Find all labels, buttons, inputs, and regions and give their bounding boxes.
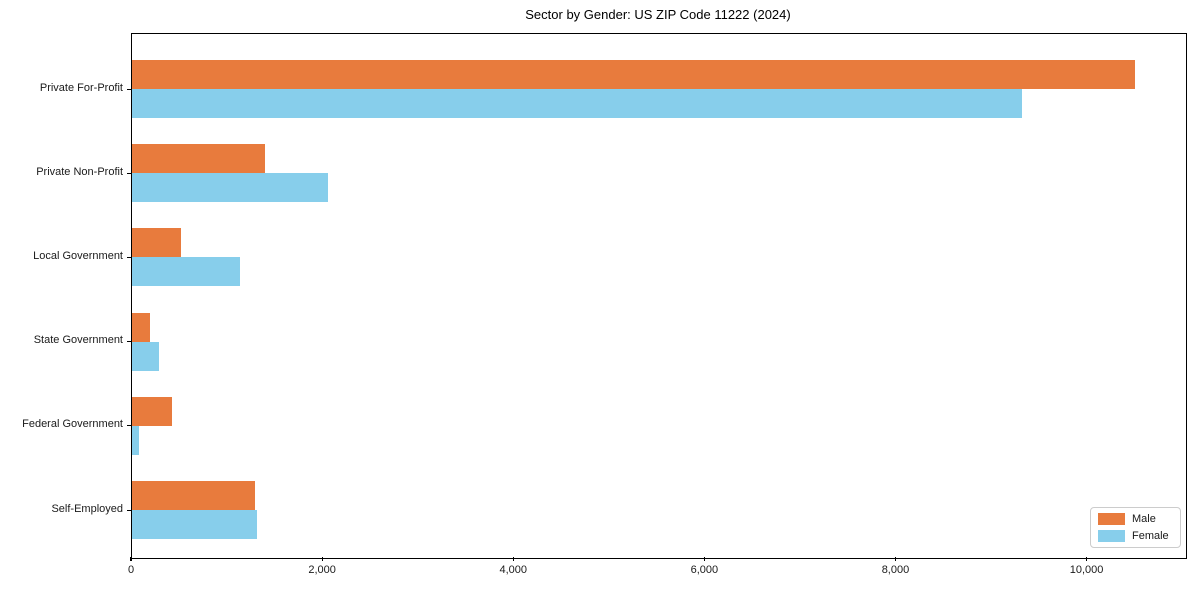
x-axis-tick: [1085, 557, 1088, 561]
bar-male-6: [132, 481, 256, 510]
x-tick-label: 2,000: [308, 564, 336, 576]
x-tick-label: 6,000: [690, 564, 719, 576]
y-tick-label: Local Government: [33, 249, 123, 262]
x-axis-tick: [130, 557, 132, 561]
bar-female-5: [132, 425, 140, 455]
bar-female-3: [132, 257, 240, 287]
bar-male-5: [132, 396, 173, 426]
bar-male-3: [132, 228, 181, 258]
legend-label: Female: [1132, 530, 1169, 542]
bar-female-6: [132, 510, 258, 539]
x-tick-label: 0: [127, 564, 135, 576]
bar-female-1: [132, 89, 1022, 118]
legend-swatch-female: [1098, 530, 1125, 542]
legend-row-male: Male: [1098, 513, 1172, 525]
x-axis-tick: [512, 557, 514, 561]
y-axis-tick: [127, 172, 131, 174]
x-tick-label: 8,000: [881, 564, 910, 576]
chart-title: Sector by Gender: US ZIP Code 11222 (202…: [525, 7, 791, 22]
y-axis-tick: [127, 88, 131, 90]
plot-area: [127, 33, 1187, 559]
y-tick-label: Federal Government: [22, 418, 123, 431]
bar-female-4: [132, 341, 159, 371]
bar-male-4: [132, 312, 150, 342]
x-axis-tick: [703, 557, 705, 561]
y-tick-label: Self-Employed: [51, 502, 123, 515]
bar-male-2: [132, 144, 265, 174]
y-tick-label: Private Non-Profit: [36, 165, 123, 178]
y-tick-label: Private For-Profit: [39, 81, 123, 94]
legend-label: Male: [1132, 513, 1156, 525]
y-axis-tick: [127, 256, 131, 259]
x-axis-tick: [894, 557, 897, 561]
x-tick-label: 10,000: [1069, 564, 1104, 576]
x-tick-label: 4,000: [499, 564, 527, 576]
bar-female-2: [132, 173, 328, 203]
legend: Male Female: [1090, 507, 1181, 548]
legend-swatch-male: [1098, 513, 1125, 525]
y-tick-label: State Government: [33, 334, 123, 347]
bar-male-1: [132, 60, 1136, 89]
legend-row-female: Female: [1098, 530, 1172, 542]
y-axis-tick: [127, 509, 131, 511]
x-axis-tick: [321, 557, 323, 561]
y-axis-tick: [127, 425, 131, 427]
y-axis-tick: [127, 341, 131, 343]
